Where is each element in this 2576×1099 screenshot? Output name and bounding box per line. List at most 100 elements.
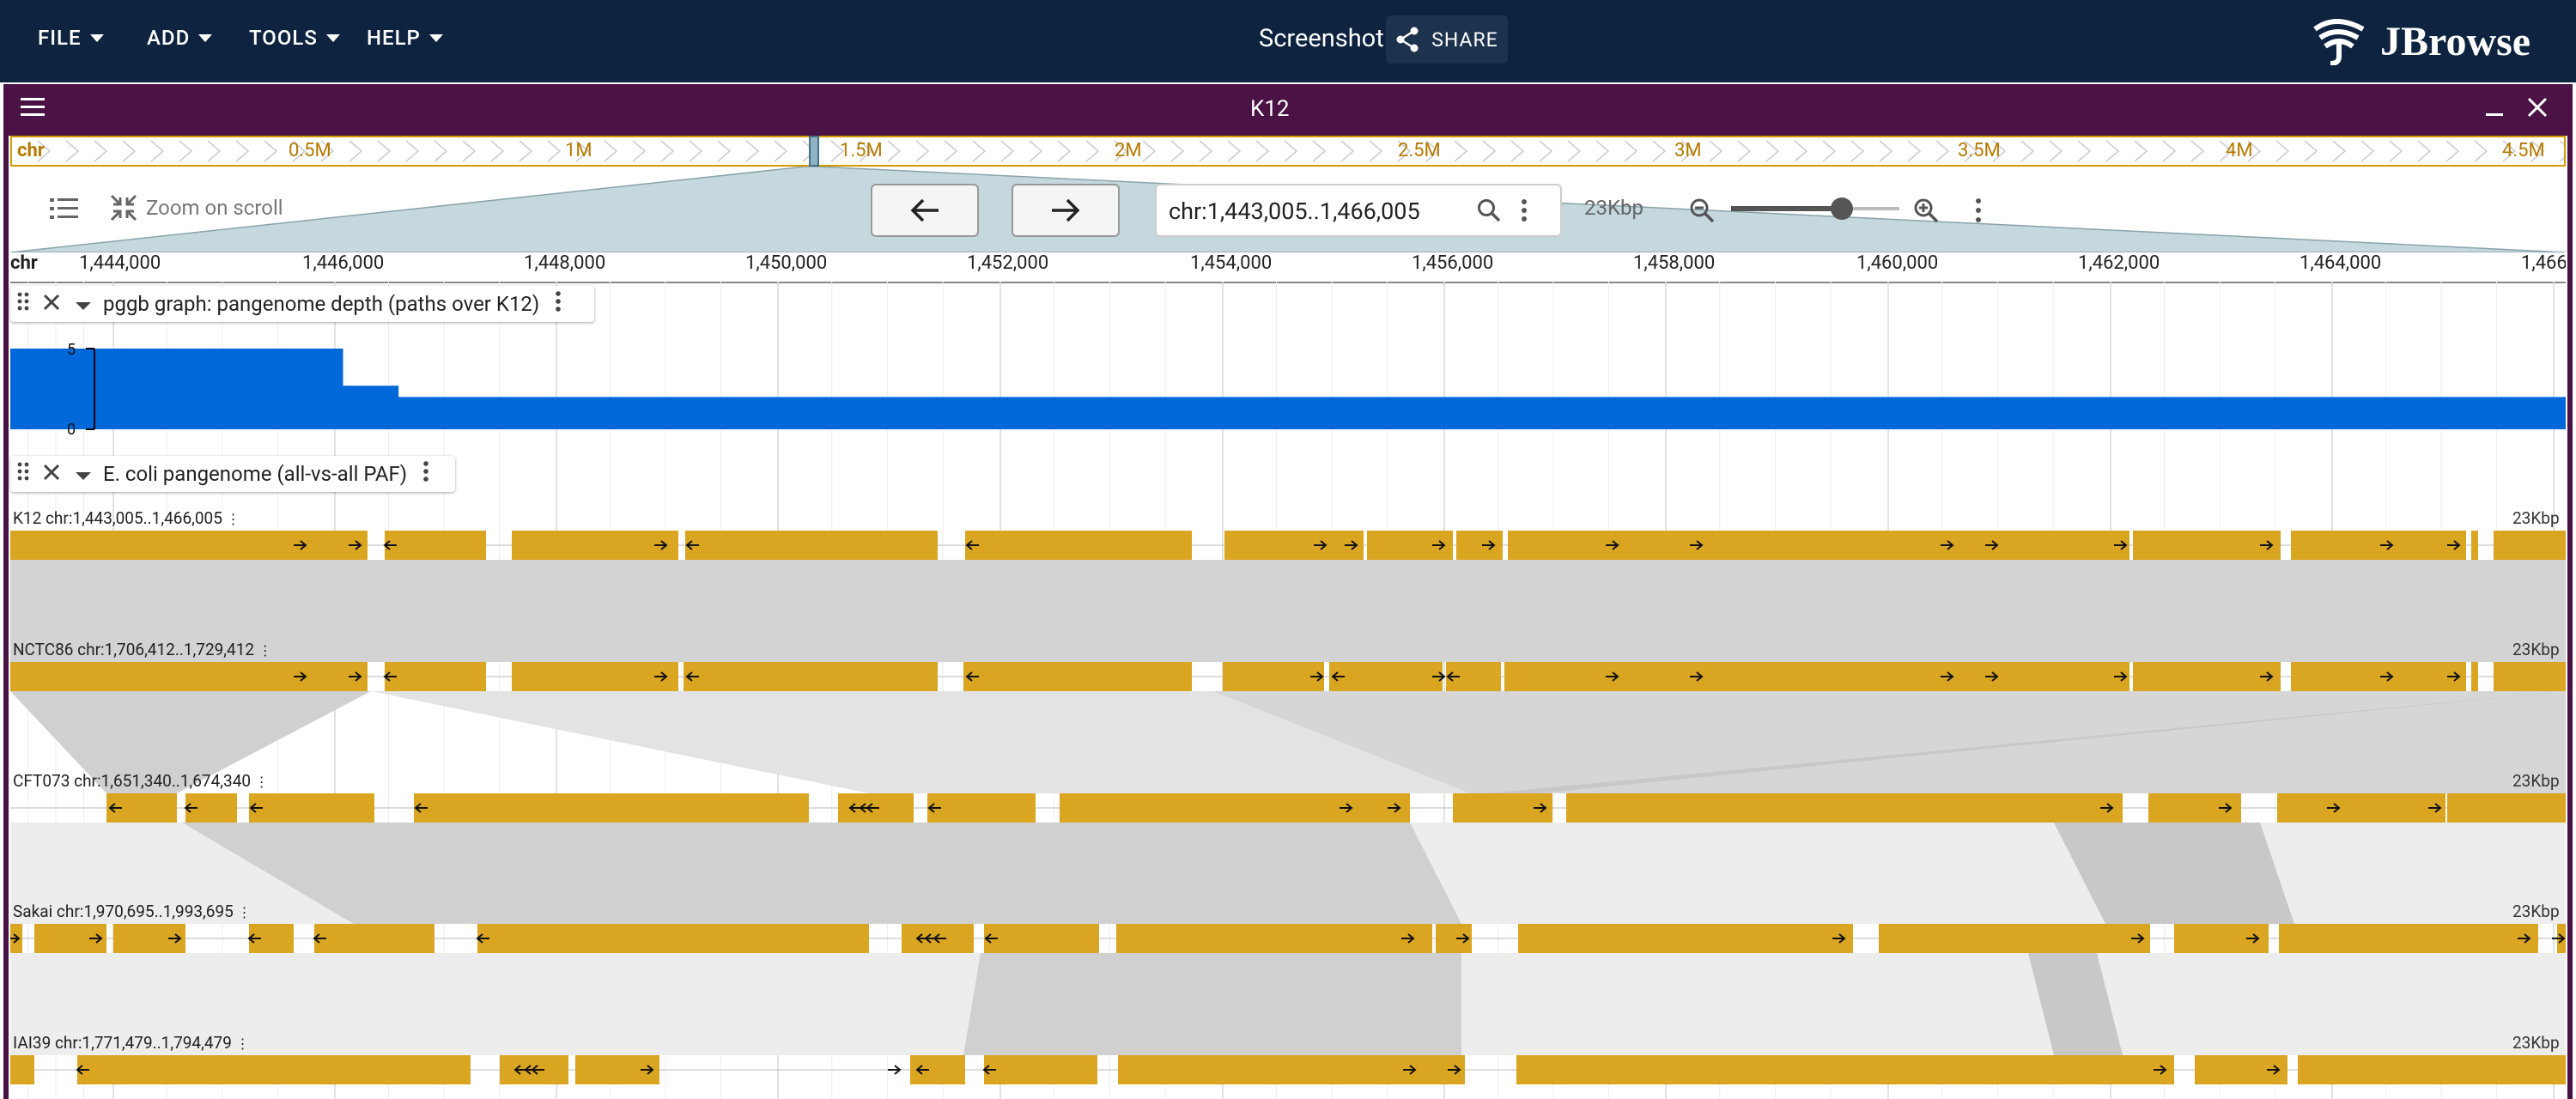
track-selector-button[interactable] bbox=[50, 194, 79, 227]
overview-chevron bbox=[1879, 140, 1893, 162]
chevron-down-icon[interactable] bbox=[76, 292, 91, 316]
zoom-out-button[interactable] bbox=[1688, 197, 1716, 228]
zoom-slider[interactable] bbox=[1731, 197, 1899, 220]
feature-block bbox=[683, 662, 938, 691]
overview-chevron bbox=[1284, 140, 1298, 162]
navigate-back-button[interactable] bbox=[871, 184, 979, 237]
overview-visible-region[interactable] bbox=[809, 136, 819, 167]
close-track-icon[interactable] bbox=[43, 292, 60, 316]
menu-help[interactable]: HELP bbox=[367, 26, 443, 50]
overview-tick: 3.5M bbox=[1958, 140, 2001, 161]
view-options-button[interactable] bbox=[1973, 197, 1984, 228]
genome-row-label-nctc86[interactable]: NCTC86 chr:1,706,412..1,729,412 ⋮ bbox=[13, 640, 272, 659]
overview-chevron bbox=[1624, 140, 1638, 162]
search-button[interactable] bbox=[1476, 197, 1502, 227]
zoom-slider-track bbox=[1731, 206, 1843, 211]
overview-chevron bbox=[1992, 140, 2007, 162]
drag-handle-icon[interactable] bbox=[17, 291, 29, 317]
overview-chevron bbox=[1765, 140, 1780, 162]
ruler-tick: 1,444,000 bbox=[79, 252, 161, 274]
strand-arrow-left-icon bbox=[1446, 671, 1460, 682]
overview-tick: 4.5M bbox=[2502, 140, 2545, 161]
strand-arrow-right-icon bbox=[2380, 671, 2394, 682]
strand-arrow-right-icon bbox=[2114, 671, 2128, 682]
overview-chevron bbox=[1709, 140, 1723, 162]
feature-block bbox=[1566, 793, 2123, 823]
genome-row-span: 23Kbp bbox=[2512, 508, 2560, 528]
location-options-button[interactable] bbox=[1519, 197, 1529, 227]
feature-block bbox=[2291, 531, 2466, 560]
feature-block bbox=[2277, 793, 2445, 823]
track-menu-icon[interactable] bbox=[422, 460, 429, 488]
navigate-forward-button[interactable] bbox=[1012, 184, 1120, 237]
strand-arrow-right-icon bbox=[1432, 671, 1446, 682]
feature-block bbox=[1518, 924, 1853, 953]
strand-arrow-right-icon bbox=[888, 1065, 902, 1075]
overview-chevron bbox=[462, 140, 477, 162]
strand-arrow-right-icon bbox=[89, 933, 103, 944]
feature-block bbox=[2494, 662, 2566, 691]
overview-chevron bbox=[575, 140, 590, 162]
strand-arrow-left-icon bbox=[531, 1065, 544, 1075]
jbrowse-logo: JBrowse bbox=[2310, 17, 2530, 65]
overview-scalebar[interactable]: chr 0.5M 1M 1.5M 2M 2.5M 3M 3.5M 4M 4.5M bbox=[10, 136, 2566, 167]
overview-chevron bbox=[859, 140, 873, 162]
menu-add[interactable]: ADD bbox=[147, 26, 213, 50]
overview-chevron bbox=[1057, 140, 1072, 162]
chevron-down-icon[interactable] bbox=[76, 462, 91, 486]
strand-arrow-right-icon bbox=[1314, 540, 1327, 550]
ruler-tick: 1,456,000 bbox=[1412, 252, 1494, 274]
synteny-plot bbox=[10, 531, 2566, 1084]
zoom-in-button[interactable] bbox=[1912, 197, 1940, 228]
strand-arrow-right-icon bbox=[1388, 803, 1401, 813]
overview-tick: 1M bbox=[565, 140, 592, 161]
logo-text: JBrowse bbox=[2380, 18, 2531, 64]
track-list-icon bbox=[50, 198, 78, 219]
chevron-down-icon bbox=[89, 33, 104, 42]
feature-block bbox=[2279, 924, 2538, 953]
search-icon bbox=[1478, 199, 1501, 222]
overview-tick: 1.5M bbox=[840, 140, 883, 161]
share-button[interactable]: SHARE bbox=[1386, 15, 1508, 64]
drag-handle-icon[interactable] bbox=[17, 461, 29, 487]
menu-add-label: ADD bbox=[147, 26, 191, 50]
strand-arrow-right-icon bbox=[2131, 933, 2145, 944]
strand-arrow-right-icon bbox=[1690, 671, 1704, 682]
zoom-in-icon bbox=[1914, 198, 1939, 223]
more-vertical-icon bbox=[1976, 198, 1981, 222]
strand-arrow-right-icon bbox=[349, 540, 362, 550]
coordinate-ruler[interactable]: chr 1,444,000 1,446,000 1,448,000 1,450,… bbox=[10, 252, 2566, 283]
location-search-input[interactable]: chr:1,443,005..1,466,005 bbox=[1155, 184, 1562, 237]
close-view-button[interactable] bbox=[2526, 96, 2549, 122]
menu-tools[interactable]: TOOLS bbox=[249, 26, 340, 50]
zoom-out-icon bbox=[1690, 198, 1715, 223]
overview-chevron bbox=[717, 140, 732, 162]
overview-chevron bbox=[1794, 140, 1808, 162]
minimize-view-button[interactable] bbox=[2483, 96, 2506, 122]
synteny-ribbon bbox=[182, 823, 1461, 924]
genome-row-label-k12[interactable]: K12 chr:1,443,005..1,466,005 ⋮ bbox=[13, 508, 240, 528]
close-track-icon[interactable] bbox=[43, 462, 60, 486]
feature-block bbox=[314, 924, 434, 953]
strand-arrow-left-icon bbox=[476, 933, 489, 944]
track-menu-icon[interactable] bbox=[555, 290, 562, 318]
overview-tick: 2M bbox=[1115, 140, 1142, 161]
overview-chevron bbox=[660, 140, 675, 162]
genome-row-label-text: Sakai chr:1,970,695..1,993,695 bbox=[13, 902, 234, 921]
strand-arrow-right-icon bbox=[168, 933, 182, 944]
zoom-slider-thumb[interactable] bbox=[1831, 197, 1854, 220]
genome-row-label-iai39[interactable]: IAI39 chr:1,771,479..1,794,479 ⋮ bbox=[13, 1033, 250, 1053]
strand-arrow-left-icon bbox=[249, 803, 263, 813]
view-menu-button[interactable] bbox=[21, 96, 46, 122]
overview-chevron bbox=[2219, 140, 2233, 162]
overview-tick: 3M bbox=[1674, 140, 1702, 161]
menu-file[interactable]: FILE bbox=[38, 26, 104, 50]
overview-chevron bbox=[745, 140, 760, 162]
genome-row-label-sakai[interactable]: Sakai chr:1,970,695..1,993,695 ⋮ bbox=[13, 902, 252, 921]
overview-chevron bbox=[349, 140, 363, 162]
feature-block bbox=[477, 924, 869, 953]
zoom-on-scroll-toggle[interactable] bbox=[110, 194, 137, 225]
genome-row-label-cft073[interactable]: CFT073 chr:1,651,340..1,674,340 ⋮ bbox=[13, 771, 269, 791]
overview-chevron bbox=[1850, 140, 1865, 162]
strand-arrow-right-icon bbox=[1401, 933, 1415, 944]
